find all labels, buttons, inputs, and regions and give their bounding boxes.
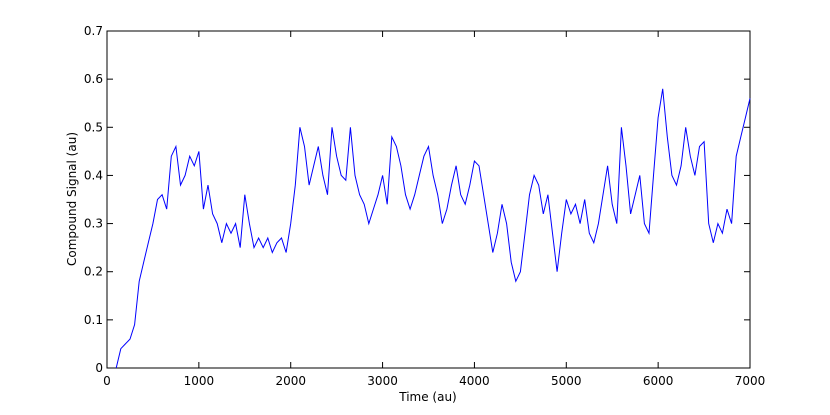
x-tick-label: 7000 xyxy=(735,374,766,388)
y-tick-label: 0 xyxy=(95,361,103,375)
x-tick-label: 5000 xyxy=(551,374,582,388)
x-tick-label: 0 xyxy=(103,374,111,388)
x-tick-label: 4000 xyxy=(459,374,490,388)
x-axis-label: Time (au) xyxy=(398,390,457,404)
y-tick-label: 0.1 xyxy=(84,313,103,327)
x-tick-label: 2000 xyxy=(275,374,306,388)
plot-frame xyxy=(106,30,751,369)
x-tick-label: 6000 xyxy=(643,374,674,388)
y-tick-label: 0.7 xyxy=(84,24,103,38)
y-tick-label: 0.2 xyxy=(84,265,103,279)
x-tick-label: 3000 xyxy=(367,374,398,388)
data-line xyxy=(115,88,751,369)
y-tick-label: 0.3 xyxy=(84,217,103,231)
y-axis-label: Compound Signal (au) xyxy=(65,132,79,266)
y-tick-label: 0.4 xyxy=(84,168,103,182)
y-tick-label: 0.5 xyxy=(84,120,103,134)
y-tick-label: 0.6 xyxy=(84,72,103,86)
x-tick-label: 1000 xyxy=(184,374,215,388)
